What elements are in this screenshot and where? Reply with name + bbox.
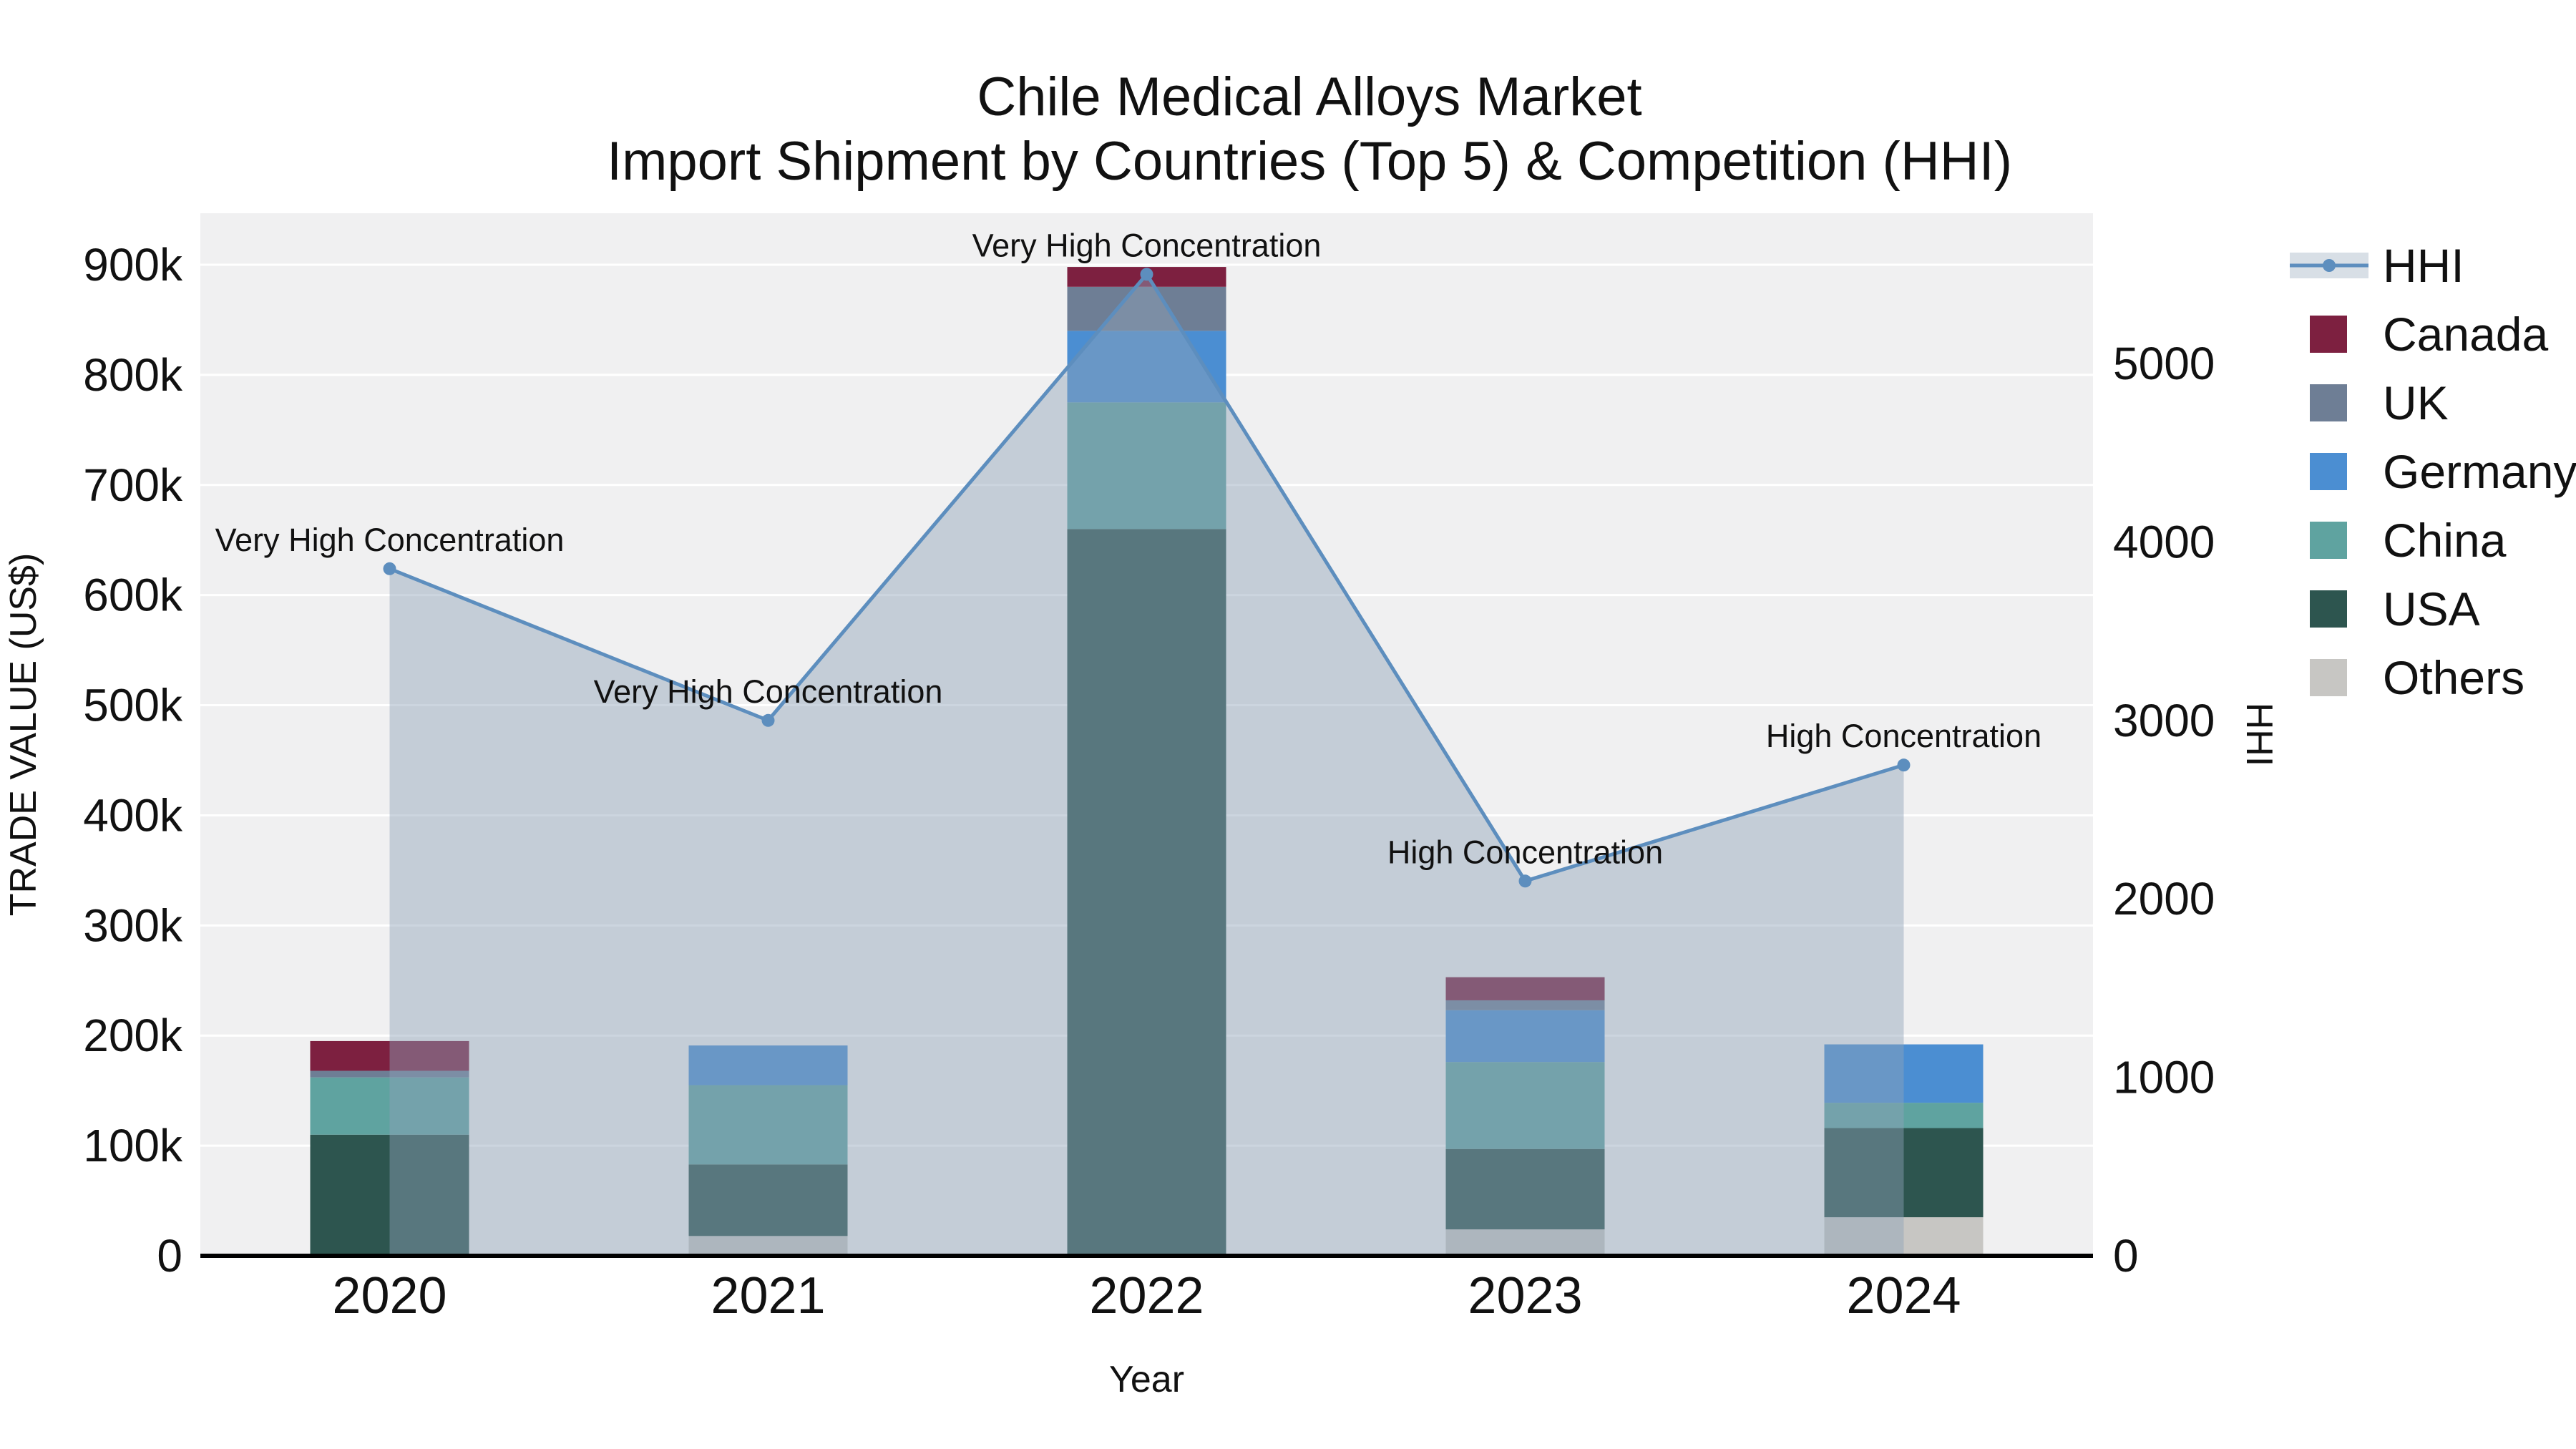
- bar-segment-usa-2021: [688, 1164, 848, 1236]
- hhi-area: [389, 274, 1904, 1256]
- bar-segment-others-2021: [688, 1236, 848, 1256]
- legend-item-usa[interactable]: USA: [2310, 582, 2480, 635]
- bar-segment-usa-2023: [1445, 1148, 1605, 1230]
- hhi-marker-2021: [761, 713, 775, 727]
- legend-swatch-uk: [2310, 384, 2347, 421]
- y-left-tick-600k: 600k: [83, 570, 183, 621]
- legend-swatch-usa: [2310, 590, 2347, 628]
- bar-segment-usa-2022: [1067, 529, 1226, 1256]
- bar-segment-canada-2020: [310, 1040, 469, 1071]
- bar-segment-others-2024: [1824, 1217, 1984, 1256]
- y-left-tick-300k: 300k: [83, 899, 183, 951]
- y-right-tick-5000: 5000: [2113, 338, 2215, 389]
- hhi-marker-2020: [383, 562, 396, 575]
- bar-segment-china-2024: [1824, 1103, 1984, 1128]
- bar-segment-others-2023: [1445, 1229, 1605, 1256]
- legend-swatch-others: [2310, 659, 2347, 696]
- bar-segment-uk-2020: [310, 1070, 469, 1078]
- x-tick-2022: 2022: [1089, 1267, 1204, 1324]
- bar-segment-canada-2023: [1445, 977, 1605, 1000]
- bar-segment-china-2022: [1067, 402, 1226, 530]
- legend-item-canada[interactable]: Canada: [2310, 308, 2548, 361]
- y-left-tick-800k: 800k: [83, 349, 183, 401]
- bar-segment-germany-2024: [1824, 1044, 1984, 1103]
- chart-title-line2: Import Shipment by Countries (Top 5) & C…: [606, 131, 2013, 192]
- annotation-2022: Very High Concentration: [972, 227, 1322, 263]
- bar-segment-china-2023: [1445, 1062, 1605, 1149]
- legend-label-china: China: [2383, 514, 2507, 567]
- hhi-marker-2023: [1518, 874, 1532, 888]
- y-left-tick-400k: 400k: [83, 789, 183, 841]
- y-left-tick-500k: 500k: [83, 680, 183, 731]
- bar-segment-uk-2023: [1445, 1000, 1605, 1010]
- y-left-tick-900k: 900k: [83, 239, 183, 291]
- y-right-tick-4000: 4000: [2113, 516, 2215, 567]
- legend-label-hhi: HHI: [2383, 239, 2464, 292]
- bar-segment-usa-2020: [310, 1134, 469, 1256]
- y-right-tick-1000: 1000: [2113, 1052, 2215, 1103]
- legend-label-germany: Germany: [2383, 445, 2576, 498]
- x-axis-title: Year: [1109, 1359, 1184, 1400]
- y-right-tick-2000: 2000: [2113, 873, 2215, 924]
- bar-segment-uk-2022: [1067, 286, 1226, 331]
- annotation-2021: Very High Concentration: [594, 673, 943, 710]
- y-left-axis-title: TRADE VALUE (US$): [3, 553, 44, 917]
- legend-swatch-germany: [2310, 453, 2347, 490]
- legend-swatch-canada: [2310, 316, 2347, 353]
- x-tick-2020: 2020: [332, 1267, 447, 1324]
- y-left-tick-100k: 100k: [83, 1120, 183, 1171]
- legend-item-hhi[interactable]: HHI: [2290, 239, 2464, 292]
- bar-segment-usa-2024: [1824, 1128, 1984, 1218]
- bar-segment-germany-2023: [1445, 1010, 1605, 1063]
- legend-item-china[interactable]: China: [2310, 514, 2507, 567]
- legend-item-others[interactable]: Others: [2310, 651, 2524, 704]
- legend-hhi-marker: [2323, 259, 2336, 272]
- legend-item-germany[interactable]: Germany: [2310, 445, 2576, 498]
- y-right-axis-title: HHI: [2238, 703, 2280, 767]
- annotation-2020: Very High Concentration: [215, 522, 565, 558]
- annotation-2023: High Concentration: [1387, 834, 1663, 870]
- legend-label-canada: Canada: [2383, 308, 2548, 361]
- bar-segment-china-2021: [688, 1085, 848, 1165]
- bar-segment-germany-2022: [1067, 331, 1226, 403]
- legend-label-others: Others: [2383, 651, 2524, 704]
- y-right-tick-3000: 3000: [2113, 695, 2215, 746]
- y-left-tick-0: 0: [157, 1230, 182, 1282]
- hhi-marker-2022: [1140, 268, 1153, 281]
- x-tick-2021: 2021: [711, 1267, 825, 1324]
- bar-segment-china-2020: [310, 1077, 469, 1135]
- annotation-2024: High Concentration: [1766, 718, 2041, 754]
- legend-swatch-china: [2310, 522, 2347, 559]
- y-right-tick-0: 0: [2113, 1230, 2139, 1282]
- chart-title-line1: Chile Medical Alloys Market: [977, 67, 1642, 127]
- legend-item-uk[interactable]: UK: [2310, 376, 2449, 429]
- bar-segment-germany-2021: [688, 1045, 848, 1085]
- legend-label-uk: UK: [2383, 376, 2449, 429]
- x-tick-2023: 2023: [1468, 1267, 1582, 1324]
- legend-label-usa: USA: [2383, 582, 2480, 635]
- y-left-tick-700k: 700k: [83, 459, 183, 511]
- hhi-marker-2024: [1897, 758, 1911, 772]
- x-tick-2024: 2024: [1846, 1267, 1961, 1324]
- y-left-tick-200k: 200k: [83, 1010, 183, 1061]
